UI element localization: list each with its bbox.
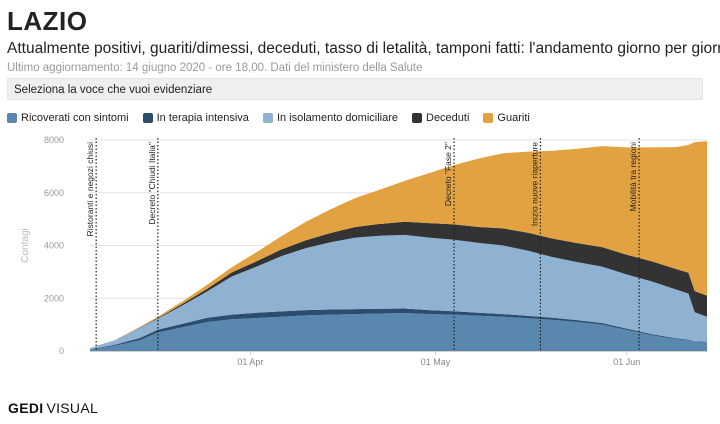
chart-legend: Ricoverati con sintomi In terapia intens… xyxy=(7,110,544,126)
y-tick-label: 8000 xyxy=(44,135,64,145)
gedi-visual-logo: GEDI VISUAL xyxy=(8,400,98,416)
legend-swatch-terapia-intensiva xyxy=(142,113,153,123)
y-tick-label: 4000 xyxy=(44,241,64,251)
y-tick-label: 6000 xyxy=(44,188,64,198)
highlight-selector-label: Seleziona la voce che vuoi evidenziare xyxy=(14,84,213,96)
legend-label-ricoverati: Ricoverati con sintomi xyxy=(21,112,129,124)
legend-item-isolamento[interactable]: In isolamento domiciliare xyxy=(262,112,398,124)
area-in-isolamento-domiciliare[interactable] xyxy=(90,234,707,350)
legend-label-terapia-intensiva: In terapia intensiva xyxy=(156,112,249,124)
last-updated-text: Ultimo aggiornamento: 14 giugno 2020 - o… xyxy=(7,62,423,74)
x-tick-label: 01 Jun xyxy=(613,357,640,367)
page-subtitle: Attualmente positivi, guariti/dimessi, d… xyxy=(7,40,720,57)
legend-item-guariti[interactable]: Guariti xyxy=(483,112,530,124)
legend-label-isolamento: In isolamento domiciliare xyxy=(276,112,398,124)
legend-item-deceduti[interactable]: Deceduti xyxy=(412,112,469,124)
area-deceduti[interactable] xyxy=(90,221,707,349)
page-title: LAZIO xyxy=(7,6,88,36)
y-tick-label: 2000 xyxy=(44,293,64,303)
legend-swatch-isolamento xyxy=(262,113,273,123)
chart-axes: 0 2000 4000 6000 8000 Contagi 01 Apr 01 May 01 J… xyxy=(20,135,707,367)
legend-swatch-deceduti xyxy=(412,113,422,123)
y-tick-label: 0 xyxy=(59,346,64,356)
x-tick-label: 01 May xyxy=(421,357,451,367)
y-axis-label: Contagi xyxy=(20,228,31,262)
area-series xyxy=(90,141,707,351)
logo-brand: GEDI xyxy=(8,400,44,416)
legend-item-ricoverati[interactable]: Ricoverati con sintomi xyxy=(7,112,129,124)
stacked-area-chart: Ristoranti e negozi chiusi Decreto "Chiud… xyxy=(20,135,707,367)
annotation-label: Decreto "Fase 2" xyxy=(443,142,453,206)
event-annotations: Ristoranti e negozi chiusi Decreto "Chiud… xyxy=(85,138,640,351)
highlight-selector[interactable]: Seleziona la voce che vuoi evidenziare xyxy=(7,78,703,100)
area-guariti[interactable] xyxy=(90,141,707,349)
annotation-label: Decreto "Chiudi Italia" xyxy=(147,142,157,225)
annotation-label: Ristoranti e negozi chiusi xyxy=(85,142,95,237)
legend-swatch-guariti xyxy=(483,113,494,123)
legend-label-guariti: Guariti xyxy=(497,112,530,124)
legend-label-deceduti: Deceduti xyxy=(426,112,470,124)
area-in-terapia-intensiva[interactable] xyxy=(90,308,707,350)
x-tick-label: 01 Apr xyxy=(237,357,263,367)
logo-suffix: VISUAL xyxy=(46,400,99,416)
legend-item-terapia-intensiva[interactable]: In terapia intensiva xyxy=(142,112,249,124)
annotation-label: Inizio nuove riaperture xyxy=(529,142,539,226)
area-ricoverati-con-sintomi[interactable] xyxy=(90,313,707,351)
annotation-label: Mobilità tra regioni xyxy=(628,142,638,212)
legend-swatch-ricoverati xyxy=(7,113,17,123)
